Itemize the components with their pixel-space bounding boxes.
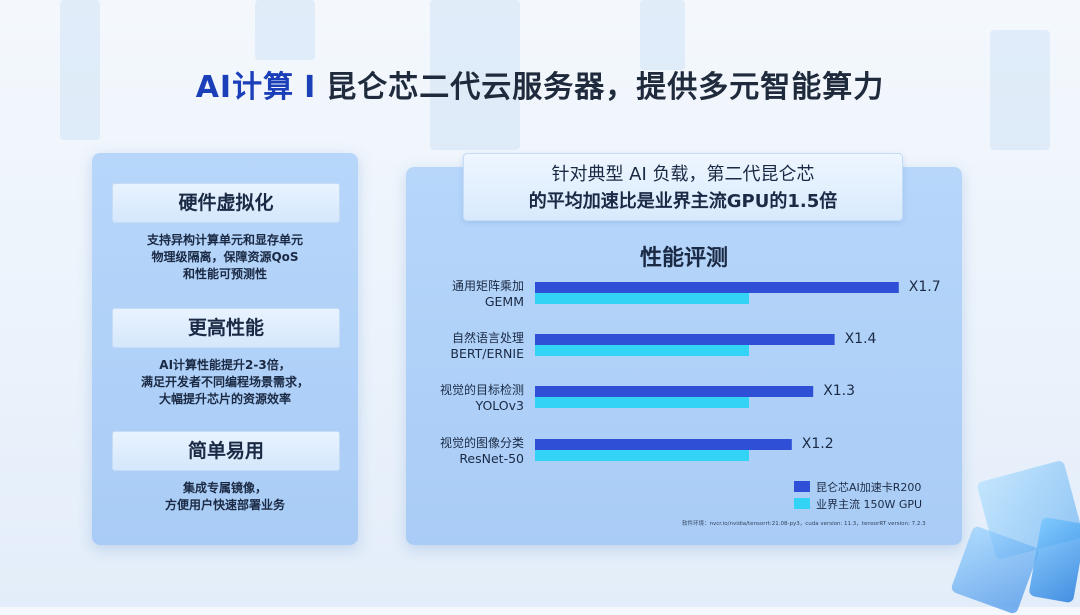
bar-r200 <box>535 439 792 450</box>
feature-line: AI计算性能提升2-3倍， <box>159 358 291 372</box>
feature-line: 物理级隔离，保障资源QoS <box>151 250 299 264</box>
bar-gpu <box>535 293 749 304</box>
background-shape <box>640 0 685 70</box>
footnote: 软件环境：nvcr.io/nvidia/tensorrt:21.08-py3，c… <box>682 521 926 527</box>
features-panel: 硬件虚拟化 支持异构计算单元和显存单元 物理级隔离，保障资源QoS 和性能可预测… <box>92 153 358 545</box>
category-sublabel: YOLOv3 <box>475 398 525 413</box>
category-label: 视觉的目标检测 <box>440 382 524 397</box>
feature-line: 满足开发者不同编程场景需求， <box>140 375 309 389</box>
bar-r200 <box>535 282 899 293</box>
legend-swatch <box>794 498 810 509</box>
title-prefix: AI计算 <box>195 70 295 105</box>
feature-line: 和性能可预测性 <box>182 267 267 281</box>
legend-swatch <box>794 481 810 492</box>
category-sublabel: ResNet-50 <box>459 451 524 466</box>
feature-line: 集成专属镜像， <box>182 481 267 495</box>
callout-line-1: 针对典型 AI 负载，第二代昆仑芯 <box>551 164 815 185</box>
category-sublabel: GEMM <box>485 294 524 309</box>
legend-label: 业界主流 150W GPU <box>816 497 922 511</box>
legend-label: 昆仑芯AI加速卡R200 <box>816 480 921 494</box>
category-label: 自然语言处理 <box>452 330 524 345</box>
title-separator: I <box>304 70 317 105</box>
background-shape <box>255 0 315 60</box>
data-label: X1.3 <box>823 383 855 399</box>
callout-box: 针对典型 AI 负载，第二代昆仑芯 的平均加速比是业界主流GPU的1.5倍 <box>463 153 903 221</box>
bar-gpu <box>535 397 749 408</box>
callout-line-2: 的平均加速比是业界主流GPU的1.5倍 <box>528 191 838 212</box>
category-label: 通用矩阵乘加 <box>452 279 524 293</box>
feature-line: 大幅提升芯片的资源效率 <box>158 392 291 406</box>
background-shape <box>60 0 100 140</box>
feature-heading-ease-of-use: 简单易用 <box>112 431 340 471</box>
bar-r200 <box>535 386 814 397</box>
category-label: 视觉的图像分类 <box>440 435 524 450</box>
background-shape <box>990 30 1050 150</box>
background-shape <box>430 0 520 150</box>
bar-gpu <box>535 345 749 356</box>
chart-title: 性能评测 <box>639 246 728 271</box>
feature-heading-virtualization: 硬件虚拟化 <box>112 183 340 223</box>
data-label: X1.2 <box>802 436 834 452</box>
data-label: X1.4 <box>845 331 877 347</box>
feature-line: 支持异构计算单元和显存单元 <box>146 233 303 247</box>
feature-text-performance: AI计算性能提升2-3倍， 满足开发者不同编程场景需求， 大幅提升芯片的资源效率 <box>102 357 348 408</box>
bar-r200 <box>535 334 835 345</box>
feature-text-ease-of-use: 集成专属镜像， 方便用户快速部署业务 <box>102 480 348 514</box>
category-sublabel: BERT/ERNIE <box>450 346 524 361</box>
bar-gpu <box>535 450 749 461</box>
feature-line: 方便用户快速部署业务 <box>164 498 285 512</box>
title-main: 昆仑芯二代云服务器，提供多元智能算力 <box>326 70 885 105</box>
feature-heading-performance: 更高性能 <box>112 308 340 348</box>
page-title: AI计算 I 昆仑芯二代云服务器，提供多元智能算力 <box>0 62 1080 106</box>
data-label: X1.7 <box>909 279 941 295</box>
feature-text-virtualization: 支持异构计算单元和显存单元 物理级隔离，保障资源QoS 和性能可预测性 <box>102 232 348 283</box>
